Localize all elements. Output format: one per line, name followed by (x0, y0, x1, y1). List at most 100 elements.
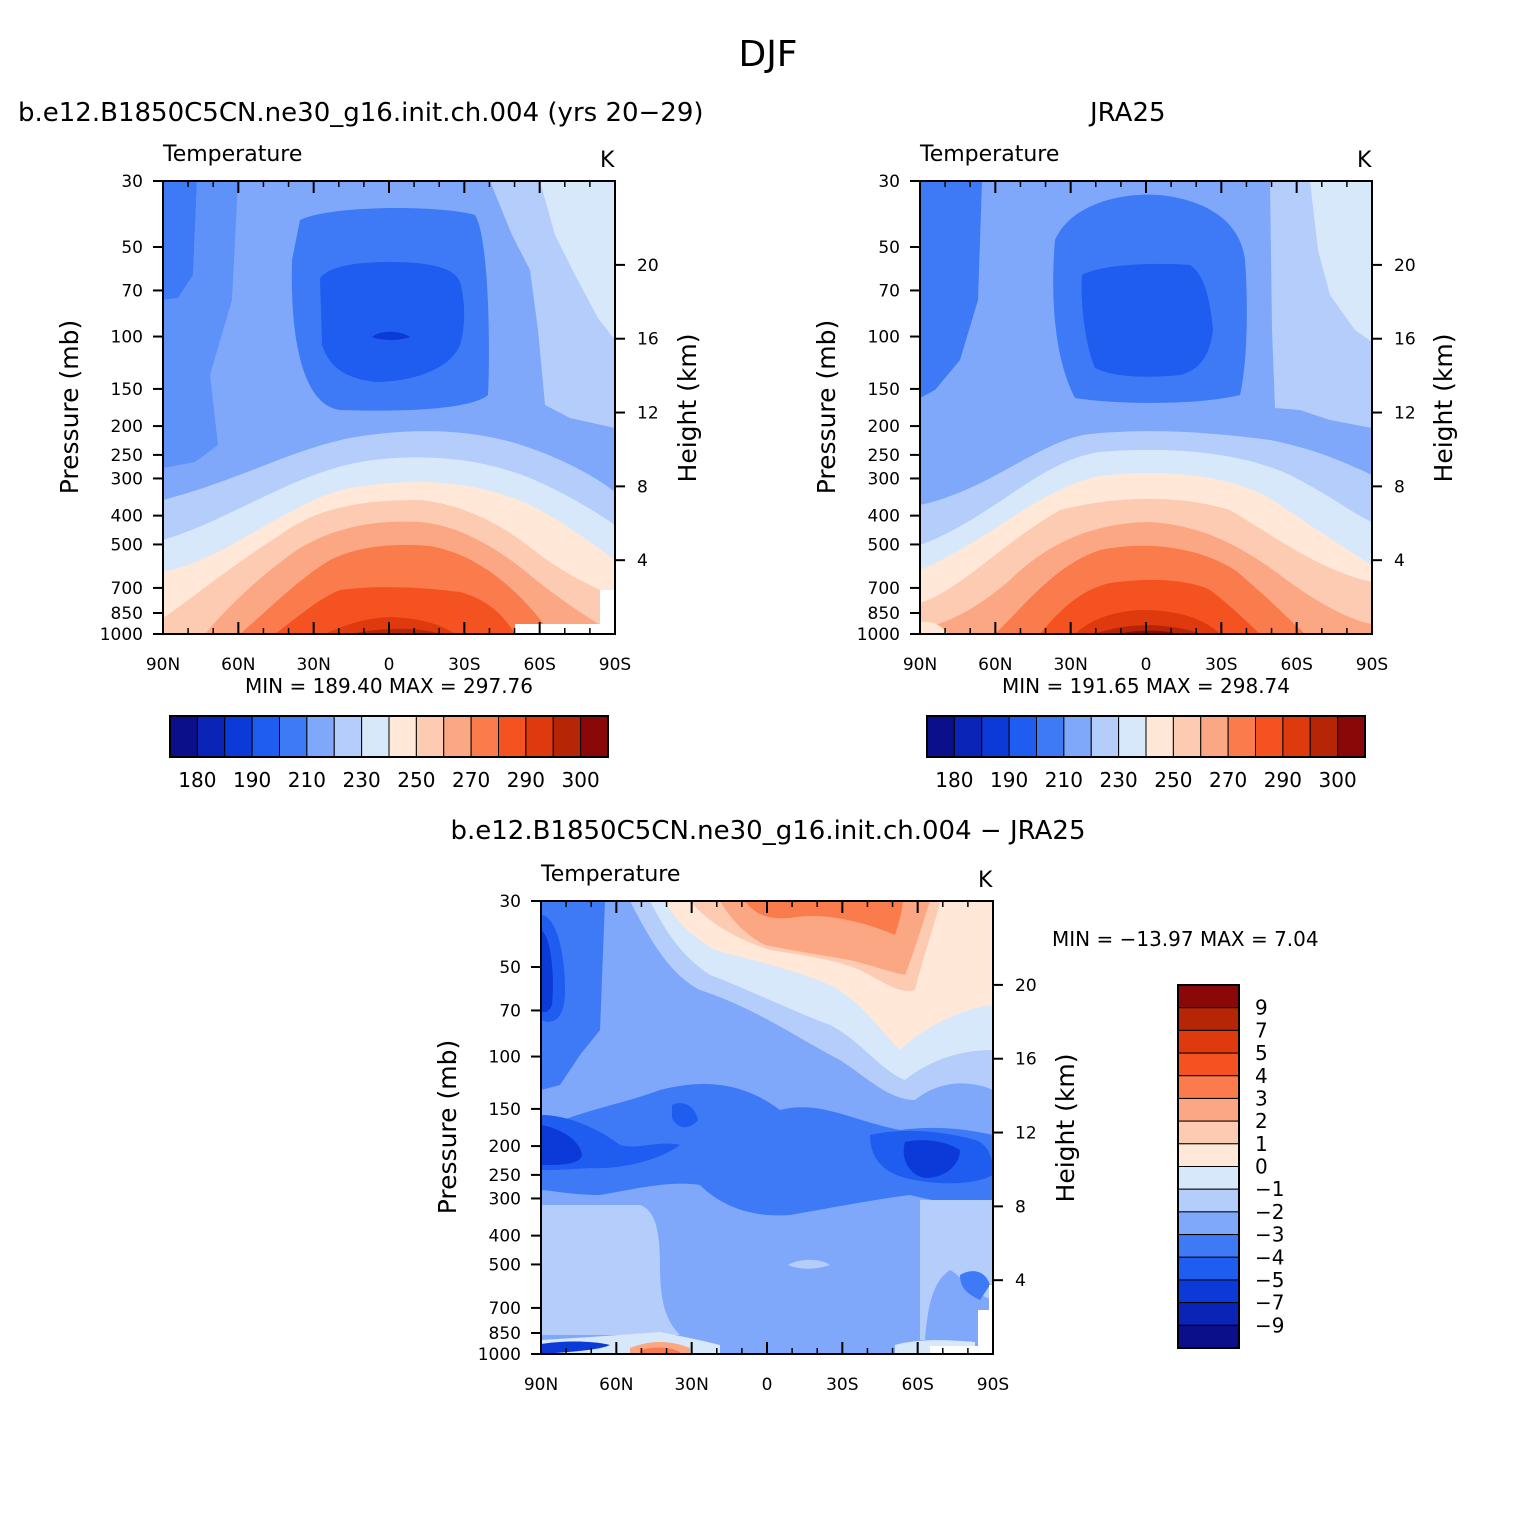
colorbar-label: −5 (1255, 1268, 1284, 1292)
x-tick-label: 90N (903, 655, 937, 675)
colorbar-label: −7 (1255, 1291, 1284, 1315)
y-tick-label: 200 (111, 417, 143, 437)
x-tick-label: 90N (524, 1375, 558, 1395)
colorbar-swatch (1177, 1234, 1240, 1258)
panel-title-obs: JRA25 (1090, 98, 1166, 128)
x-tick-label: 0 (762, 1375, 773, 1395)
pressure-axis-title-model: Pressure (mb) (55, 320, 84, 494)
y-tick-label: 300 (868, 469, 900, 489)
panel-obs: 90N 60N 30N 0 30S 60S 90S 30 50 70 100 150 200 250 300… (812, 142, 1458, 792)
x-tick-label: 90S (977, 1375, 1009, 1395)
colorbar-swatch (1172, 715, 1202, 758)
y-tick-label: 250 (111, 446, 143, 466)
colorbar-swatch (470, 715, 499, 758)
height-tick-label: 8 (637, 477, 648, 497)
colorbar-swatch (580, 715, 609, 758)
y-tick-label: 250 (489, 1166, 521, 1186)
colorbar-label: 180 (178, 768, 216, 792)
height-tick-label: 16 (1015, 1050, 1037, 1070)
height-tick-label: 4 (1015, 1271, 1026, 1291)
colorbar-swatch (1177, 1166, 1240, 1190)
figure-title: DJF (738, 34, 798, 75)
y-tick-label: 1000 (478, 1345, 521, 1365)
colorbar-swatch (1177, 1256, 1240, 1281)
y-tick-label: 300 (489, 1189, 521, 1209)
colorbar-label: 190 (990, 768, 1028, 792)
x-tick-label: 90S (1356, 655, 1388, 675)
colorbar-swatch (196, 715, 226, 758)
x-tick-label: 30N (296, 655, 330, 675)
colorbar-swatch (1177, 1029, 1240, 1054)
x-tick-label: 90S (599, 655, 631, 675)
y-tick-label: 500 (489, 1255, 521, 1275)
colorbar-label: 1 (1255, 1132, 1268, 1156)
colorbar-swatch (1177, 1097, 1240, 1122)
colorbar-swatch (361, 715, 390, 758)
y-tick-label: 1000 (100, 625, 143, 645)
stats-obs: MIN = 191.65 MAX = 298.74 (1002, 674, 1290, 698)
y-tick-label: 850 (111, 604, 143, 624)
y-tick-label: 200 (868, 417, 900, 437)
pressure-axis-title-obs: Pressure (mb) (812, 320, 841, 494)
x-tick-label: 0 (384, 655, 395, 675)
y-tick-label: 250 (868, 446, 900, 466)
x-tick-label: 30N (674, 1375, 708, 1395)
x-tick-label: 60N (599, 1375, 633, 1395)
colorbar-swatch (1177, 1324, 1240, 1349)
height-tick-label: 8 (1015, 1197, 1026, 1217)
colorbar-label: 0 (1255, 1155, 1268, 1179)
colorbar-swatch (443, 715, 472, 758)
y-tick-label: 850 (868, 604, 900, 624)
y-tick-label: 700 (489, 1299, 521, 1319)
colorbar-swatch (388, 715, 417, 758)
colorbar-label: 290 (507, 768, 545, 792)
colorbar-label: 4 (1255, 1064, 1268, 1088)
height-tick-label: 20 (1394, 256, 1416, 276)
height-tick-label: 20 (637, 256, 659, 276)
colorbar-swatch (498, 715, 527, 758)
panel-model: 90N 60N 30N 0 30S 60S 90S 30 50 70 100 150 200 250 300… (55, 142, 702, 792)
y-tick-label: 70 (121, 281, 143, 301)
colorbar-swatch (1063, 715, 1092, 758)
y-tick-label: 700 (868, 579, 900, 599)
y-tick-label: 30 (878, 172, 900, 192)
colorbar-swatch (169, 715, 198, 758)
y-tick-label: 50 (121, 238, 143, 258)
axes-model: 90N 60N 30N 0 30S 60S 90S 30 50 70 100 150 200 250 300… (100, 172, 659, 675)
colorbar-swatch (1177, 1052, 1240, 1077)
colorbar-swatch (1177, 1120, 1240, 1145)
colorbar-label: 230 (343, 768, 381, 792)
variable-label-obs: Temperature (919, 142, 1059, 167)
colorbar-swatch (1177, 984, 1240, 1009)
height-tick-label: 4 (637, 551, 648, 571)
contour-field-difference (541, 901, 993, 1354)
colorbar-swatch (1118, 715, 1147, 758)
x-tick-label: 60S (901, 1375, 933, 1395)
colorbar-swatch (1008, 715, 1037, 758)
x-tick-label: 60N (221, 655, 255, 675)
colorbar-swatch (251, 715, 280, 758)
y-tick-label: 70 (878, 281, 900, 301)
y-tick-label: 400 (111, 507, 143, 527)
y-tick-label: 500 (111, 535, 143, 555)
height-axis-title-obs: Height (km) (1429, 334, 1458, 483)
colorbar-obs: 180 190 210 230 250 270 290 300 (926, 715, 1366, 792)
colorbar-label: −3 (1255, 1223, 1284, 1247)
x-tick-label: 30S (826, 1375, 858, 1395)
unit-label-obs: K (1357, 148, 1372, 173)
colorbar-swatch (1177, 1143, 1240, 1167)
height-tick-label: 4 (1394, 551, 1405, 571)
colorbar-label: 7 (1255, 1018, 1268, 1042)
y-tick-label: 70 (499, 1001, 521, 1021)
colorbar-label: 210 (288, 768, 326, 792)
x-tick-label: 30S (1205, 655, 1237, 675)
colorbar-label: −4 (1255, 1245, 1284, 1269)
colorbar-label: 270 (452, 768, 490, 792)
variable-label-difference: Temperature (540, 862, 680, 887)
colorbar-swatch (1177, 1279, 1240, 1304)
colorbar-swatch (552, 715, 582, 758)
colorbar-swatch (224, 715, 253, 758)
unit-label-model: K (600, 148, 615, 173)
